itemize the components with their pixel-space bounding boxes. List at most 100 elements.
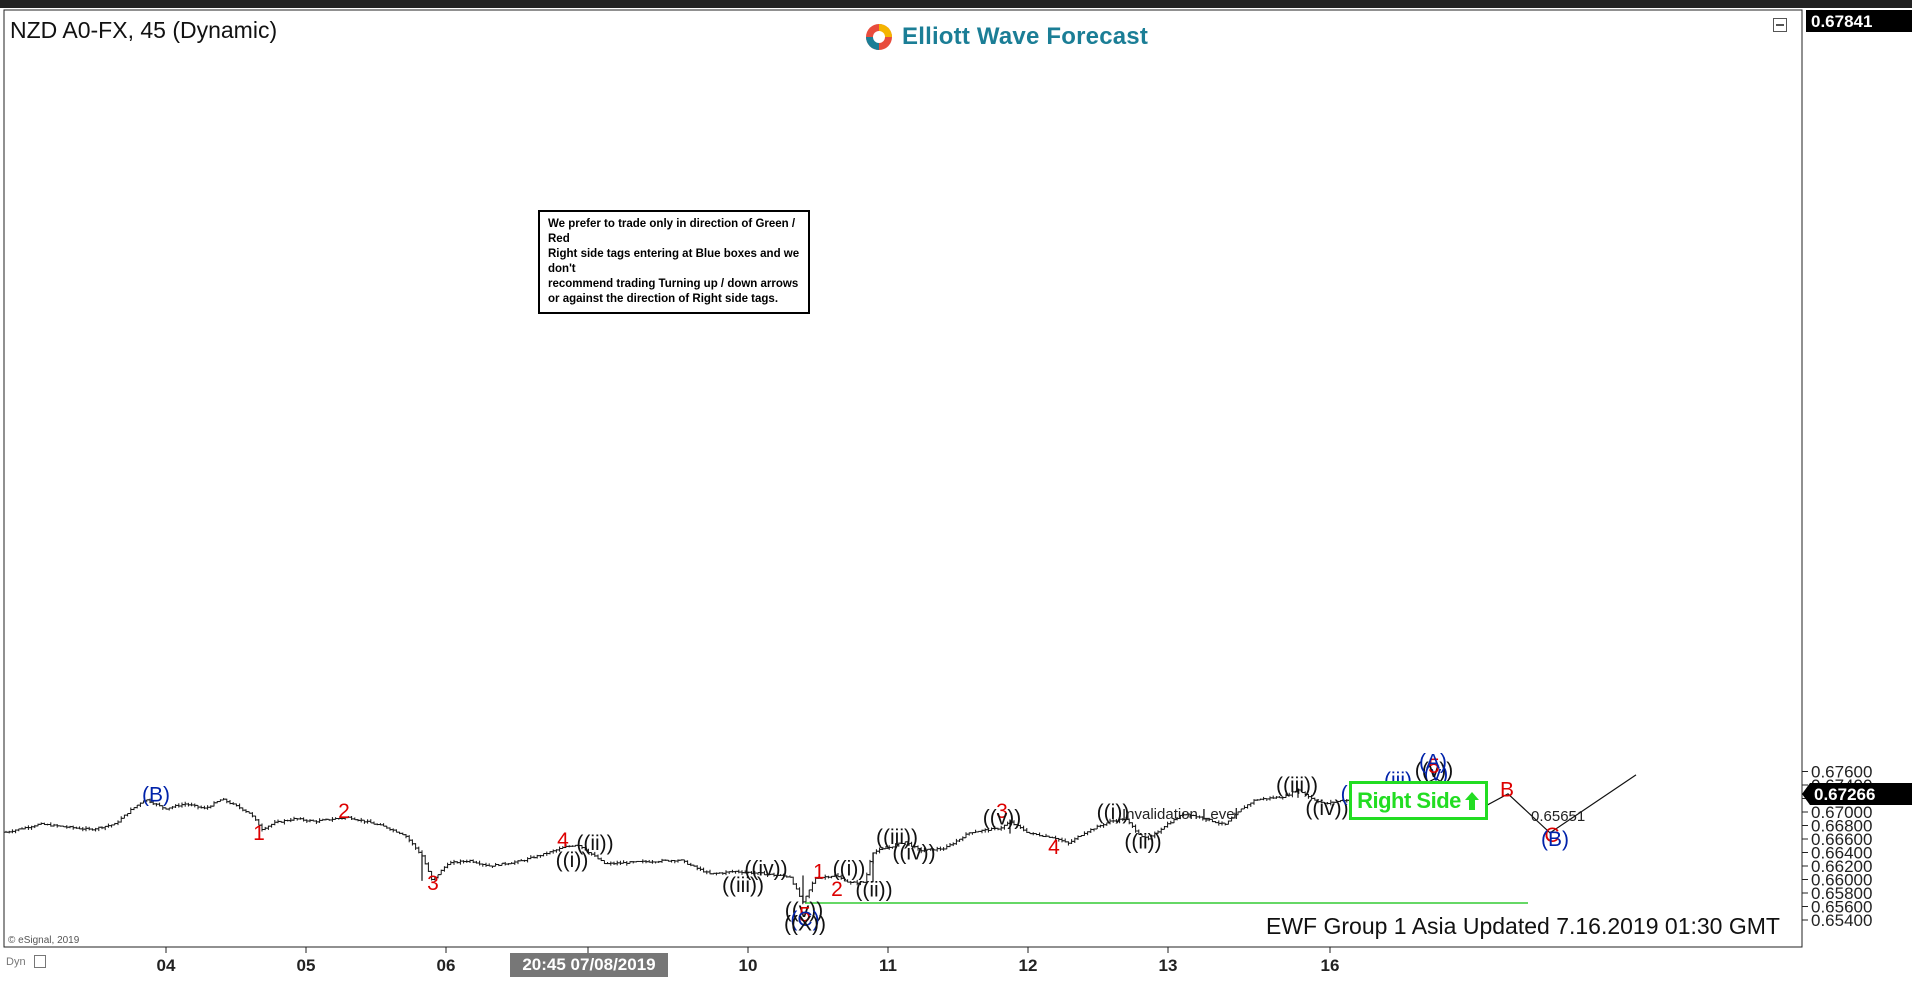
x-tick-label: 16 bbox=[1321, 956, 1340, 975]
note-line: Right side tags entering at Blue boxes a… bbox=[548, 248, 800, 275]
wave-label-black: ((iv)) bbox=[1305, 797, 1348, 820]
x-tick-label: 06 bbox=[437, 956, 456, 975]
ohlc-bar bbox=[413, 843, 418, 850]
wave-label-black: ((i)) bbox=[556, 849, 589, 872]
wave-label-black: ((iii)) bbox=[1276, 774, 1318, 797]
ohlc-bar bbox=[551, 849, 556, 854]
wave-label-blue: (B) bbox=[142, 783, 170, 806]
wave-label-red: 3 bbox=[996, 800, 1008, 823]
x-tick-label: 10 bbox=[739, 956, 758, 975]
ohlc-bar bbox=[973, 829, 978, 834]
wave-label-black: ((v)) bbox=[1415, 759, 1453, 782]
wave-label-blue: (v) bbox=[1424, 762, 1449, 785]
ohlc-bar bbox=[189, 802, 194, 807]
ohlc-bar bbox=[688, 862, 693, 867]
wave-label-red: 2 bbox=[831, 878, 843, 901]
ohlc-bar bbox=[240, 807, 245, 812]
update-footer: EWF Group 1 Asia Updated 7.16.2019 01:30… bbox=[1266, 913, 1780, 939]
ohlc-bar bbox=[426, 862, 431, 872]
top-bar bbox=[0, 0, 1912, 8]
wave-label-red: C bbox=[1544, 824, 1559, 847]
wave-label-red: B bbox=[1500, 779, 1514, 802]
ewf-logo-icon bbox=[866, 24, 892, 50]
y-tick-label: 0.65600 bbox=[1811, 898, 1872, 917]
y-axis: 0.654000.656000.658000.660000.662000.664… bbox=[1801, 10, 1912, 947]
y-tick-label: 0.65800 bbox=[1811, 884, 1872, 903]
right-side-tag: Right Side bbox=[1349, 781, 1488, 820]
y-tick-label: 0.65400 bbox=[1811, 911, 1872, 930]
current-price-flag bbox=[1802, 783, 1912, 806]
ohlc-bar bbox=[202, 805, 207, 810]
wave-label-black: ((ii)) bbox=[855, 879, 892, 902]
ohlc-bar bbox=[423, 854, 428, 865]
ohlc-bar bbox=[244, 809, 248, 813]
ohlc-bar bbox=[660, 858, 664, 863]
ohlc-bar bbox=[874, 849, 879, 855]
copyright-text: © eSignal, 2019 bbox=[8, 935, 80, 946]
wave-label-red: 5 bbox=[799, 903, 811, 926]
top-price-flag bbox=[1806, 10, 1912, 32]
ohlc-bar bbox=[480, 863, 485, 867]
brand-logo: Elliott Wave Forecast bbox=[864, 20, 1148, 54]
ohlc-bar bbox=[224, 798, 229, 804]
ohlc-bar bbox=[1268, 796, 1272, 801]
wave-label-black: ((iii)) bbox=[722, 874, 764, 897]
ohlc-bar bbox=[794, 883, 799, 890]
ohlc-bar bbox=[128, 807, 133, 815]
wave-label-black: ((ii)) bbox=[1124, 831, 1161, 854]
dyn-toggle-icon[interactable] bbox=[34, 955, 46, 968]
ohlc-bar bbox=[964, 832, 968, 839]
x-tick-label: 13 bbox=[1159, 956, 1178, 975]
current-price-label: 0.67266 bbox=[1814, 785, 1875, 804]
ohlc-bar bbox=[1130, 822, 1135, 829]
wave-label-red: 5 bbox=[1428, 755, 1440, 778]
ohlc-bar bbox=[477, 860, 482, 866]
ohlc-bar bbox=[212, 801, 216, 807]
plot-border bbox=[3, 9, 1803, 948]
x-tick-label: 11 bbox=[879, 956, 897, 975]
ohlc-bar bbox=[736, 869, 741, 874]
invalidation-label: Invalidation Level bbox=[1122, 806, 1238, 823]
ohlc-bar bbox=[176, 803, 181, 808]
ohlc-bar bbox=[672, 859, 677, 864]
brand-name: Elliott Wave Forecast bbox=[902, 23, 1149, 50]
ohlc-bar bbox=[32, 824, 37, 829]
wave-label-black: ((iv)) bbox=[744, 858, 787, 881]
ohlc-bars bbox=[4, 788, 1381, 905]
wave-label-black: ((i)) bbox=[1097, 801, 1130, 824]
x-tick-label: 12 bbox=[1019, 956, 1038, 975]
instrument-title: NZD A0-FX, 45 (Dynamic) bbox=[10, 17, 278, 43]
ohlc-bar bbox=[410, 839, 415, 846]
wave-label-red: 1 bbox=[253, 822, 265, 845]
ohlc-bar bbox=[484, 862, 488, 867]
minimize-icon[interactable] bbox=[1773, 18, 1787, 32]
crosshair-date-flag: 20:45 07/08/2019 bbox=[510, 953, 668, 977]
wave-label-red: 1 bbox=[813, 860, 825, 883]
y-tick-label: 0.67000 bbox=[1811, 803, 1872, 822]
ohlc-bar bbox=[935, 846, 940, 852]
ohlc-bar bbox=[116, 820, 120, 826]
note-line: recommend trading Turning up / down arro… bbox=[548, 278, 799, 290]
top-price-label: 0.67841 bbox=[1811, 12, 1872, 31]
chart-frame bbox=[0, 0, 1912, 948]
y-tick-label: 0.67600 bbox=[1811, 763, 1872, 782]
wave-label-red: 3 bbox=[427, 872, 439, 895]
ohlc-bar bbox=[698, 866, 703, 871]
ohlc-bar bbox=[119, 816, 124, 823]
up-arrow-icon bbox=[1464, 791, 1479, 810]
ohlc-bar bbox=[458, 859, 463, 865]
ohlc-bar bbox=[1280, 796, 1285, 800]
ohlc-bar bbox=[1060, 837, 1064, 843]
ohlc-bar bbox=[445, 862, 450, 869]
ohlc-bar bbox=[282, 819, 287, 825]
ohlc-bar bbox=[525, 857, 530, 863]
wave-label-black: ((v)) bbox=[983, 806, 1021, 829]
ohlc-bar bbox=[452, 859, 456, 865]
right-side-label: Right Side bbox=[1357, 787, 1461, 813]
x-tick-label: 05 bbox=[297, 956, 316, 975]
ohlc-bar bbox=[797, 887, 802, 897]
ohlc-bar bbox=[954, 838, 959, 845]
y-tick-label: 0.66000 bbox=[1811, 871, 1872, 890]
wave-label-black: ((iv)) bbox=[892, 841, 935, 864]
